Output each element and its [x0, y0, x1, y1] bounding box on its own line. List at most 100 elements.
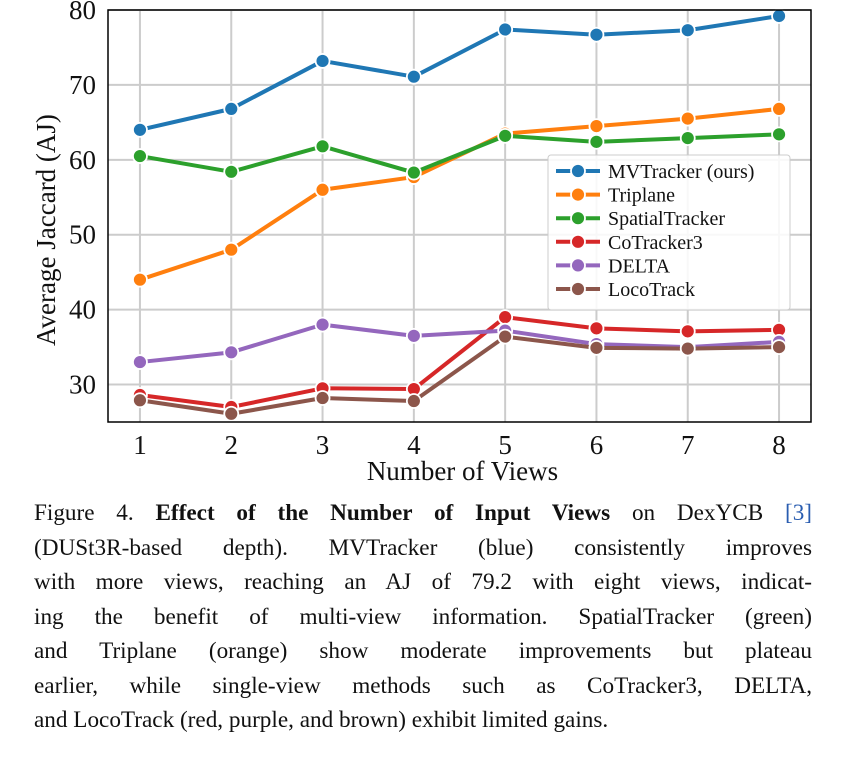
caption-line: with more views, reaching an AJ of 79.2 … [34, 565, 812, 600]
data-point [223, 344, 240, 361]
y-tick-label: 60 [69, 145, 96, 175]
data-point [771, 126, 787, 143]
x-tick-label: 7 [681, 430, 695, 460]
data-point [588, 320, 605, 337]
data-point [223, 241, 240, 258]
series-cotracker3 [132, 309, 787, 415]
caption-text: with more views, reaching an AJ of 79.2 … [34, 569, 812, 595]
data-point [679, 323, 696, 340]
data-point [314, 390, 331, 406]
caption-text: Figure 4. [34, 500, 156, 526]
data-point [132, 121, 148, 138]
legend-entry: CoTracker3 [556, 232, 703, 254]
data-point [132, 392, 148, 409]
caption-line: earlier, while single-view methods such … [34, 669, 812, 704]
legend-entry: DELTA [556, 255, 671, 277]
series-line [139, 315, 780, 410]
data-point [497, 328, 514, 345]
legend-entry: Triplane [556, 185, 675, 207]
data-point [771, 339, 787, 355]
series-line [139, 132, 780, 175]
caption-bold-title: Effect of the Number of Input Views [155, 500, 611, 526]
caption-line: and Triplane (orange) show moderate impr… [34, 634, 812, 669]
data-point [679, 340, 696, 357]
caption-line: Figure 4. Effect of the Number of Input … [34, 496, 812, 531]
legend-label: CoTracker3 [608, 232, 703, 254]
y-tick-label: 50 [69, 220, 96, 250]
data-point [497, 21, 514, 38]
data-point [223, 100, 240, 117]
y-tick-label: 70 [69, 70, 96, 100]
legend-label: DELTA [608, 255, 671, 277]
x-tick-label: 4 [407, 430, 421, 460]
caption-text: (DUSt3R-based depth). MVTracker (blue) c… [34, 534, 812, 561]
caption-line: ing the benefit of multi-view informatio… [34, 600, 812, 635]
data-point [679, 130, 696, 146]
series-spatialtracker [132, 126, 787, 181]
caption-text: on DexYCB [610, 500, 785, 526]
data-point [223, 163, 240, 180]
data-point [132, 354, 148, 370]
series-layer [132, 8, 787, 422]
legend-label: LocoTrack [608, 279, 695, 301]
series-mvtracker-ours [132, 8, 787, 138]
series-line [139, 14, 780, 132]
data-point [771, 8, 787, 24]
data-point [405, 164, 422, 181]
data-point [314, 53, 331, 69]
legend-marker [570, 233, 586, 250]
caption-line: (DUSt3R-based depth). MVTracker (blue) c… [34, 531, 812, 566]
y-tick-label: 30 [69, 370, 96, 400]
legend-marker [570, 281, 586, 297]
y-axis-label: Average Jaccard (AJ) [31, 114, 61, 346]
legend-label: MVTracker (ours) [608, 161, 754, 183]
line-chart: 1 2 3 4 5 6 7 8 30 40 50 60 70 80 Number of Views Ave… [31, 0, 812, 486]
data-point [314, 181, 331, 198]
legend-box [547, 154, 791, 311]
y-tick-label: 80 [69, 0, 96, 25]
data-point [314, 316, 331, 333]
data-point [679, 110, 696, 127]
data-point [132, 148, 148, 164]
data-point [405, 68, 422, 85]
caption-text: and LocoTrack (red, purple, and brown) e… [34, 707, 609, 733]
plot-frame [107, 9, 812, 423]
figure-caption: Figure 4. Effect of the Number of Input … [34, 496, 812, 738]
legend-marker [570, 210, 586, 227]
caption-text: ing the benefit of multi-view informatio… [34, 603, 812, 630]
x-tick-label: 3 [316, 430, 330, 460]
legend-marker [570, 257, 586, 274]
caption-text: earlier, while single-view methods such … [34, 672, 812, 699]
data-point [588, 339, 605, 356]
x-tick-label: 8 [772, 430, 786, 460]
legend-entry: MVTracker (ours) [556, 161, 754, 183]
legend: MVTracker (ours)TriplaneSpatialTrackerCo… [547, 154, 791, 311]
legend-entry: LocoTrack [556, 279, 695, 301]
data-point [497, 309, 514, 326]
legend-marker [570, 186, 586, 203]
series-locotrack [132, 328, 787, 422]
x-tick-label: 5 [498, 430, 512, 460]
data-point [223, 405, 240, 422]
x-axis-label: Number of Views [367, 456, 558, 486]
x-tick-label: 2 [225, 430, 239, 460]
data-point [588, 133, 605, 150]
legend-label: SpatialTracker [608, 208, 725, 230]
legend-marker [570, 163, 586, 179]
data-point [588, 26, 605, 43]
caption-text: and Triplane (orange) show moderate impr… [34, 638, 812, 664]
data-point [497, 127, 514, 144]
tick-layer: 1 2 3 4 5 6 7 8 30 40 50 60 70 80 [69, 0, 786, 460]
data-point [132, 271, 148, 288]
legend-label: Triplane [608, 185, 675, 207]
data-point [405, 327, 422, 344]
x-tick-label: 6 [590, 430, 604, 460]
data-point [771, 100, 787, 117]
series-line [139, 334, 780, 416]
data-point [314, 138, 331, 155]
x-tick-label: 1 [133, 430, 147, 460]
legend-entry: SpatialTracker [556, 208, 725, 230]
y-tick-label: 40 [69, 295, 96, 325]
data-point [679, 22, 696, 39]
citation-link[interactable]: [3] [784, 500, 813, 526]
